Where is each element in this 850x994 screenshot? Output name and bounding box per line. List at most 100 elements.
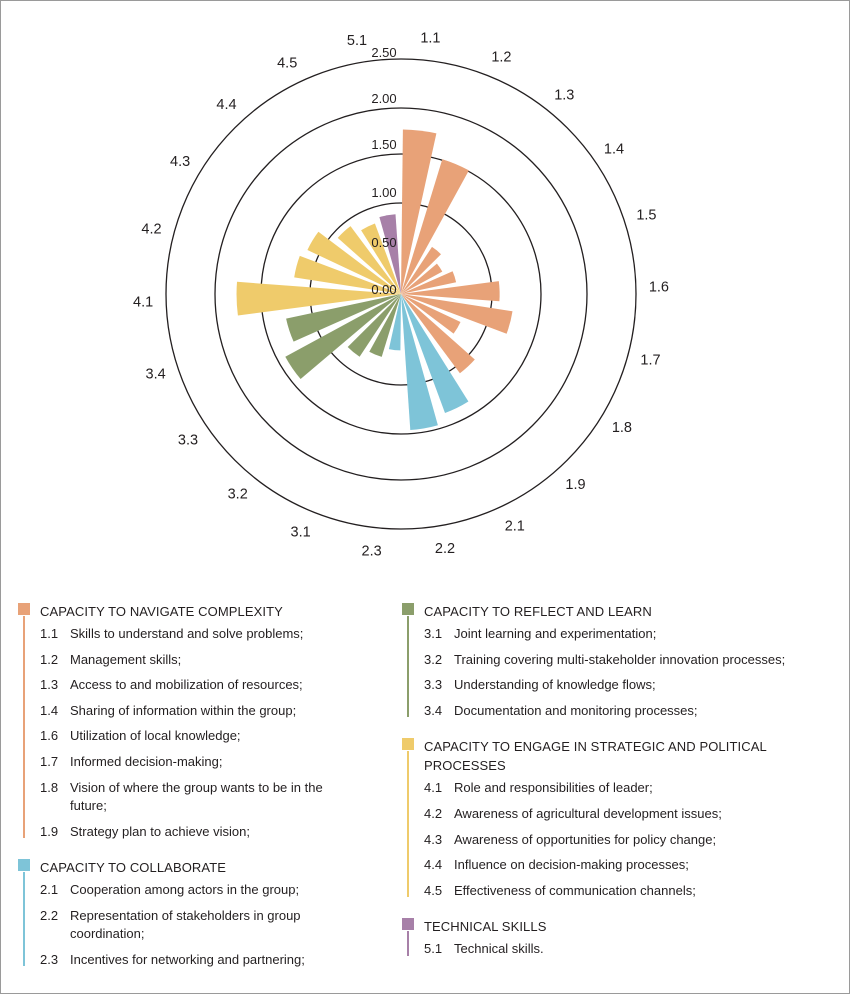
- category-label: 1.8: [612, 420, 632, 436]
- legend-item-number: 1.2: [40, 651, 59, 667]
- legend-item: 3.2 Training covering multi-stakeholder i…: [402, 647, 842, 673]
- legend-item: 1.7 Informed decision-making;: [18, 749, 390, 775]
- legend-swatch: [402, 603, 414, 615]
- legend-swatch: [402, 738, 414, 751]
- legend-item-text: Joint learning and experimentation;: [454, 626, 657, 641]
- legend-group-title: TECHNICAL SKILLS: [424, 919, 547, 935]
- legend-rule: [23, 616, 25, 838]
- legend-item: 2.1 Cooperation among actors in the group…: [18, 877, 390, 903]
- legend-rule: [407, 751, 409, 898]
- legend-group-title: CAPACITY TO ENGAGE IN STRATEGIC AND POLI…: [424, 739, 767, 774]
- category-label: 4.3: [170, 154, 190, 170]
- legend-item-number: 3.1: [424, 626, 443, 641]
- bar-3.2: [347, 294, 401, 357]
- legend-right-column: CAPACITY TO REFLECT AND LEARN 3.1 Joint le…: [402, 602, 842, 976]
- category-label: 2.1: [505, 519, 525, 535]
- legend-item-number: 4.3: [424, 831, 443, 847]
- legend-item-text: Effectiveness of communication channels;: [454, 882, 696, 898]
- bar-1.6: [401, 281, 500, 302]
- legend-item: 2.3 Incentives for networking and partner…: [18, 947, 390, 973]
- category-label: 1.6: [649, 280, 669, 296]
- bar-4.1: [236, 281, 401, 316]
- bar-4.2: [294, 255, 401, 294]
- radial-grid: [165, 58, 637, 530]
- legend-item: 5.1 Technical skills.: [402, 936, 842, 962]
- category-label: 3.2: [228, 487, 248, 503]
- legend-item-number: 4.2: [424, 805, 443, 821]
- legend-rule: [23, 872, 25, 967]
- bar-3.1: [369, 294, 401, 357]
- category-labels: 1.1 1.2 1.3 1.4 1.5 1.6 1.7 1.8 1.9 2.1 2.2 2.3 3.1 3…: [133, 31, 669, 560]
- legend-item-number: 2.1: [40, 882, 59, 898]
- legend-item-number: 1.4: [40, 702, 59, 718]
- bar-1.7: [401, 294, 513, 334]
- legend-swatch: [402, 918, 414, 931]
- legend-item-text: Cooperation among actors in the group;: [70, 882, 300, 898]
- legend-item-text: Sharing of information within the group;: [70, 702, 297, 718]
- legend-item-number: 4.4: [424, 857, 443, 873]
- legend-item-text: Influence on decision-making processes;: [454, 857, 689, 873]
- legend-item-number: 1.8: [40, 779, 59, 795]
- category-label: 2.3: [362, 543, 382, 559]
- radial-tick-label: 1.00: [371, 185, 396, 200]
- legend-item-text: Informed decision-making;: [70, 753, 223, 769]
- legend-rule: [407, 931, 409, 957]
- radial-tick-label: 2.00: [371, 91, 396, 106]
- category-label: 5.1: [347, 33, 367, 49]
- bar-1.9: [401, 294, 475, 374]
- bar-5.1: [379, 214, 401, 294]
- bar-2.2: [401, 294, 438, 430]
- category-label: 1.3: [554, 87, 574, 103]
- legend-item-number: 1.9: [40, 823, 59, 839]
- legend-item-text: Understanding of knowledge flows;: [454, 677, 656, 693]
- legend-left-column: CAPACITY TO NAVIGATE COMPLEXITY 1.1 Skills…: [18, 602, 390, 986]
- legend-item-text: Awareness of agricultural development is…: [454, 805, 722, 821]
- legend-item-text: Representation of stakeholders in group …: [70, 907, 301, 941]
- legend-item-number: 1.7: [40, 753, 59, 769]
- category-label: 4.1: [133, 294, 153, 310]
- legend-item-text: Skills to understand and solve problems;: [70, 626, 304, 641]
- legend-item: 3.4 Documentation and monitoring processe…: [402, 698, 842, 724]
- bar-1.8: [401, 294, 461, 334]
- category-label: 1.4: [604, 141, 624, 157]
- legend-item-number: 3.4: [424, 702, 443, 718]
- legend-item-text: Role and responsibilities of leader;: [454, 780, 653, 796]
- bar-1.5: [401, 271, 457, 294]
- bar-1.3: [401, 246, 441, 294]
- legend-item-number: 1.3: [40, 677, 59, 693]
- legend-item: 4.2 Awareness of agricultural development…: [402, 801, 842, 827]
- legend-item-number: 3.3: [424, 677, 443, 693]
- legend-item-text: Strategy plan to achieve vision;: [70, 823, 250, 839]
- bar-1.4: [401, 263, 443, 294]
- legend-item: 1.9 Strategy plan to achieve vision;: [18, 819, 390, 845]
- legend-group-title: CAPACITY TO NAVIGATE COMPLEXITY: [40, 604, 283, 619]
- legend-item: 4.5 Effectiveness of communication channe…: [402, 878, 842, 904]
- category-label: 1.9: [565, 477, 585, 493]
- bar-2.3: [388, 294, 401, 351]
- legend-item: 1.6 Utilization of local knowledge;: [18, 723, 390, 749]
- legend-group-title: CAPACITY TO REFLECT AND LEARN: [424, 604, 652, 619]
- legend-item: 3.1 Joint learning and experimentation;: [402, 621, 842, 647]
- radial-tick-label: 0.50: [371, 235, 396, 250]
- legend-item-text: Training covering multi-stakeholder inno…: [454, 651, 786, 667]
- radial-tick-label: 0.00: [371, 282, 396, 297]
- legend-item-number: 2.3: [40, 951, 59, 967]
- category-label: 3.3: [178, 433, 198, 449]
- legend-item-number: 5.1: [424, 941, 443, 957]
- legend-item-text: Incentives for networking and partnering…: [70, 951, 305, 967]
- bar-4.4: [337, 226, 401, 294]
- category-label: 2.2: [435, 541, 455, 557]
- legend-item-number: 1.6: [40, 728, 59, 744]
- legend-item: 1.8 Vision of where the group wants to be…: [18, 775, 390, 819]
- legend-group-reflect: CAPACITY TO REFLECT AND LEARN 3.1 Joint le…: [402, 602, 842, 723]
- category-label: 1.7: [640, 353, 660, 369]
- legend-item-number: 1.1: [40, 626, 59, 641]
- bar-4.3: [307, 231, 401, 294]
- radial-tick-labels: 0.00 0.50 1.00 1.50 2.00 2.50: [371, 45, 396, 297]
- legend-item-text: Utilization of local knowledge;: [70, 728, 241, 744]
- category-label: 1.5: [636, 207, 656, 223]
- grid-ring-4: [165, 58, 637, 530]
- legend-group-technical: TECHNICAL SKILLS 5.1 Technical skills.: [402, 917, 842, 962]
- category-label: 4.5: [277, 56, 297, 72]
- bar-2.1: [401, 294, 469, 413]
